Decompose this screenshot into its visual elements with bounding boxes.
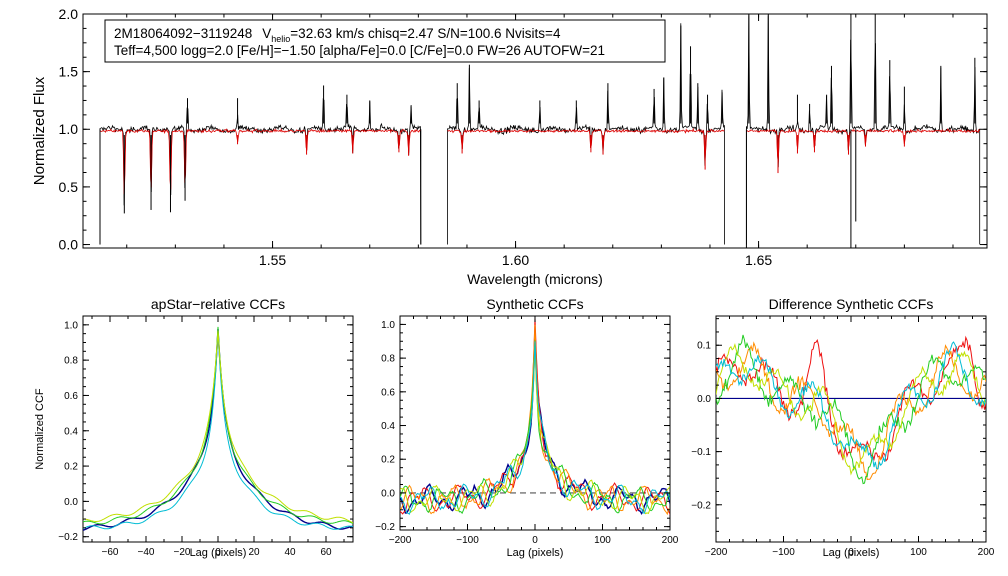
difference-series-visit-2 — [716, 341, 986, 481]
difference-series-visit-1 — [716, 335, 986, 462]
synthetic-series-visit-4 — [400, 346, 670, 515]
difference-xtick-label: 100 — [910, 547, 927, 558]
synthetic-series-visit-2 — [400, 324, 670, 516]
apstar-series-visit-2 — [83, 329, 353, 530]
spectrum-xlabel: Wavelength (microns) — [467, 271, 603, 287]
apstar-ytick-label: 0.6 — [64, 391, 78, 402]
apstar-xtick-label: −20 — [174, 547, 191, 558]
apstar-frame — [82, 315, 354, 543]
spectrum-synthetic-series — [447, 127, 725, 162]
spectrum-ytick-label: 0.5 — [59, 179, 79, 195]
spectrum-ytick-label: 0.0 — [59, 236, 79, 252]
apstar-xlabel: Lag (pixels) — [190, 547, 247, 559]
difference-xtick-label: 0 — [848, 547, 854, 558]
spectrum-synthetic-series — [746, 128, 981, 163]
apstar-title: apStar−relative CCFs — [151, 296, 285, 312]
synthetic-xtick-label: 0 — [532, 535, 538, 546]
vhelio-prefix: V — [262, 26, 271, 41]
star-id: 2M18064092−3119248 — [114, 26, 252, 41]
difference-plot-area — [716, 334, 986, 485]
apstar-ytick-label: 1.0 — [64, 320, 78, 331]
apstar-xtick-label: 40 — [284, 547, 296, 558]
synthetic-ytick-label: 0.6 — [381, 387, 395, 398]
synthetic-axes: −200 −100 0 100 200 −0.2 0.0 0.2 0.4 0.6 0.8 1.0 — [375, 315, 679, 546]
info-box: 2M18064092−3119248 Vhelio=32.63 km/s chis… — [104, 19, 666, 63]
apstar-xtick-label: 0 — [215, 547, 221, 558]
apstar-ytick-label: −0.2 — [58, 532, 78, 543]
apstar-ylabel: Normalized CCF — [34, 388, 46, 470]
difference-axes: −200 −100 0 100 200 −0.2 −0.1 0.0 0.1 — [691, 316, 995, 558]
info-box-frame — [104, 19, 666, 63]
synthetic-ytick-label: 0.8 — [381, 354, 395, 365]
apstar-ytick-label: 0.4 — [64, 426, 78, 437]
apstar-ytick-label: 0.8 — [64, 356, 78, 367]
synthetic-xtick-label: −200 — [389, 535, 412, 546]
vhelio-subscript: helio — [271, 34, 290, 44]
synthetic-xtick-label: 200 — [662, 535, 679, 546]
spectrum-plot-area — [99, 14, 981, 248]
difference-series-visit-4 — [716, 343, 986, 476]
apstar-ccf-panel: −60 −40 −20 0 20 40 60 −0.2 0.0 0.2 0.4 0.6 0.8 1.0 a… — [34, 296, 354, 559]
apstar-xtick-label: −60 — [102, 547, 119, 558]
synthetic-ytick-label: 1.0 — [381, 320, 395, 331]
apstar-plot-area — [83, 326, 353, 531]
spectrum-frame — [82, 13, 988, 249]
apstar-series-visit-4 — [83, 330, 353, 524]
difference-series-visit-3 — [716, 334, 986, 485]
difference-xtick-label: −100 — [772, 547, 795, 558]
difference-ccf-panel: −200 −100 0 100 200 −0.2 −0.1 0.0 0.1 Difference… — [691, 296, 995, 559]
spectrum-ylabel: Normalized Flux — [31, 76, 48, 185]
vhelio-rest: =32.63 km/s chisq=2.47 S/N=100.6 Nvisits… — [290, 26, 561, 41]
synthetic-series-visit-5 — [400, 341, 670, 515]
spectrum-ytick-label: 1.5 — [59, 64, 79, 80]
apstar-ytick-label: 0.2 — [64, 462, 78, 473]
spectrum-synthetic-series — [99, 128, 421, 195]
synthetic-ccf-panel: −200 −100 0 100 200 −0.2 0.0 0.2 0.4 0.6 0.8 1.0 Sy… — [375, 296, 679, 559]
apstar-axes: −60 −40 −20 0 20 40 60 −0.2 0.0 0.2 0.4 0.6 0.8 1.0 — [58, 315, 353, 558]
spectrum-axes: 1.55 1.60 1.65 0.0 0.5 1.0 1.5 2.0 — [59, 6, 987, 268]
difference-series-visit-5 — [716, 341, 986, 470]
apstar-series-visit-3 — [83, 326, 353, 525]
apstar-xtick-label: −40 — [138, 547, 155, 558]
synthetic-plot-area — [400, 318, 670, 516]
spectrum-xtick-label: 1.65 — [745, 252, 772, 268]
spectrum-panel: 1.55 1.60 1.65 0.0 0.5 1.0 1.5 2.0 Normalized F… — [31, 6, 988, 287]
spectrum-observed-series — [99, 98, 422, 245]
difference-ytick-label: 0.1 — [697, 341, 711, 352]
difference-frame — [715, 315, 987, 543]
difference-title: Difference Synthetic CCFs — [769, 296, 934, 312]
difference-xtick-label: −200 — [705, 547, 728, 558]
apstar-ytick-label: 0.0 — [64, 497, 78, 508]
synthetic-xtick-label: 100 — [594, 535, 611, 546]
synthetic-ytick-label: −0.2 — [375, 522, 395, 533]
apstar-series-visit-1 — [83, 328, 353, 531]
spectrum-ytick-label: 2.0 — [59, 6, 79, 22]
synthetic-title: Synthetic CCFs — [486, 296, 583, 312]
apstar-xtick-label: 60 — [320, 547, 332, 558]
synthetic-xtick-label: −100 — [456, 535, 479, 546]
info-line-2: Teff=4,500 logg=2.0 [Fe/H]=−1.50 [alpha/… — [114, 43, 605, 58]
difference-ytick-label: −0.2 — [691, 500, 711, 511]
apstar-xtick-label: 20 — [248, 547, 260, 558]
difference-xlabel: Lag (pixels) — [823, 547, 880, 559]
info-line-1: 2M18064092−3119248 Vhelio=32.63 km/s chis… — [114, 26, 561, 44]
difference-ytick-label: 0.0 — [697, 394, 711, 405]
synthetic-ytick-label: 0.2 — [381, 455, 395, 466]
synthetic-series-visit-3 — [400, 340, 670, 515]
spectrum-observed-series — [447, 23, 725, 245]
spectrum-observed-series — [746, 15, 981, 245]
spectrum-ytick-label: 1.0 — [59, 121, 79, 137]
spectrum-xtick-label: 1.60 — [502, 252, 529, 268]
synthetic-ytick-label: 0.4 — [381, 421, 395, 432]
synthetic-ytick-label: 0.0 — [381, 488, 395, 499]
difference-ytick-label: −0.1 — [691, 447, 711, 458]
spectrum-xtick-label: 1.55 — [259, 252, 286, 268]
synthetic-xlabel: Lag (pixels) — [507, 547, 564, 559]
difference-xtick-label: 200 — [978, 547, 995, 558]
